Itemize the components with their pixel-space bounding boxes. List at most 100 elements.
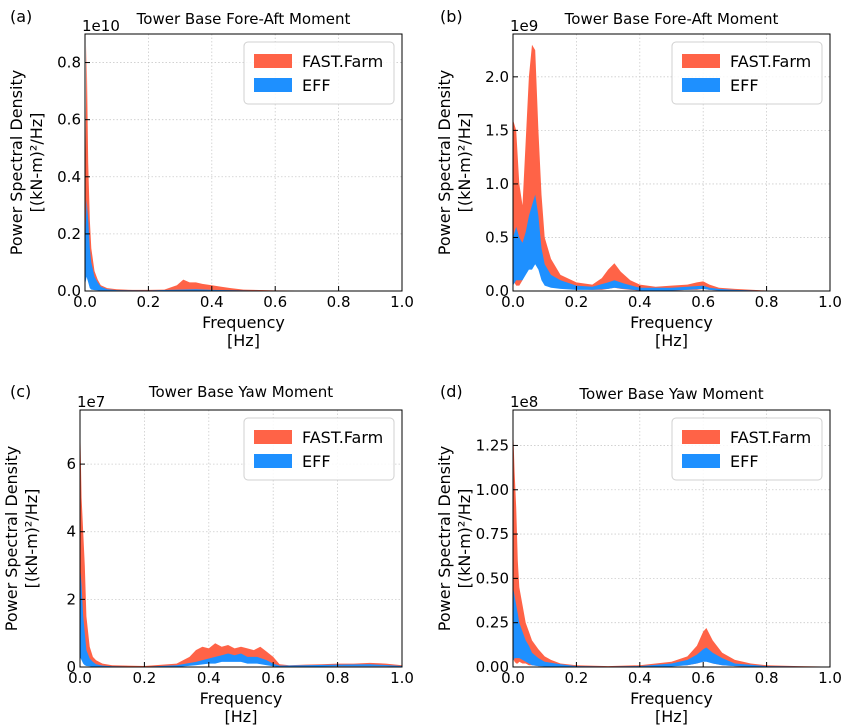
- y-tick-label: 2: [66, 590, 76, 608]
- legend-swatch: [682, 54, 720, 68]
- legend: FAST.Farm EFF: [243, 41, 395, 105]
- x-tick-label: 0.4: [628, 293, 652, 311]
- y-tick-label: 1.00: [476, 481, 509, 499]
- chart-panel-c: 0.0 0.2 0.4 0.6 0.8 1.0 0 2 4 6 1e7 (c) Tower Base Y…: [2, 382, 414, 726]
- legend: FAST.Farm EFF: [671, 41, 823, 105]
- y-tick-label: 0.8: [57, 54, 81, 72]
- chart-title: Tower Base Yaw Moment: [578, 385, 763, 403]
- x-tick-label: 1.0: [818, 669, 842, 687]
- chart-panel-d: 0.0 0.2 0.4 0.6 0.8 1.0 0.00 0.25 0.50 0.75 1.00 1.…: [435, 382, 842, 726]
- chart-title: Tower Base Fore-Aft Moment: [136, 10, 351, 28]
- x-tick-label: 0.2: [564, 293, 588, 311]
- x-axis-label: Frequency: [202, 313, 285, 332]
- panel-label: (d): [440, 382, 463, 401]
- y-tick-label: 0.25: [476, 614, 509, 632]
- y-tick-label: 0.75: [476, 525, 509, 543]
- x-axis-unit-label: [Hz]: [655, 331, 688, 350]
- x-tick-label: 0.2: [132, 669, 156, 687]
- legend-swatch: [254, 54, 292, 68]
- axis-offset-text: 1e10: [82, 17, 120, 35]
- plot-frame: [512, 409, 831, 668]
- x-tick-label: 0.4: [628, 669, 652, 687]
- axis-offset-text: 1e8: [510, 393, 538, 411]
- plot-frame: [79, 409, 403, 668]
- x-tick-label: 0.8: [755, 669, 779, 687]
- chart-panel-a: 0.0 0.2 0.4 0.6 0.8 1.0 0.0 0.2 0.4 0.6 0.8 1e10 (a)…: [7, 7, 414, 350]
- x-tick-label: 0.8: [755, 293, 779, 311]
- legend: FAST.Farm EFF: [243, 417, 395, 481]
- legend-label: FAST.Farm: [302, 428, 383, 447]
- legend-swatch: [682, 430, 720, 444]
- plot-frame: [84, 33, 403, 292]
- x-axis-label: Frequency: [630, 689, 713, 708]
- legend: FAST.Farm EFF: [671, 417, 823, 481]
- series-band-eff: [513, 194, 830, 291]
- x-tick-label: 0.6: [691, 293, 715, 311]
- legend-label: EFF: [302, 452, 331, 471]
- y-tick-label: 0.2: [57, 225, 81, 243]
- y-tick-label: 0.5: [485, 228, 509, 246]
- y-tick-label: 0.00: [476, 658, 509, 676]
- legend-label: EFF: [302, 76, 331, 95]
- y-axis-label: Power Spectral Density: [7, 70, 26, 255]
- y-axis-label: Power Spectral Density: [435, 446, 454, 631]
- y-tick-label: 0.6: [57, 111, 81, 129]
- legend-label: FAST.Farm: [730, 52, 811, 71]
- panel-label: (c): [10, 382, 31, 401]
- x-axis-label: Frequency: [200, 689, 283, 708]
- y-tick-label: 1.0: [485, 175, 509, 193]
- legend-label: FAST.Farm: [302, 52, 383, 71]
- x-axis-unit-label: [Hz]: [225, 707, 258, 726]
- series-band-eff: [513, 587, 830, 667]
- x-tick-label: 0.8: [326, 669, 350, 687]
- x-tick-label: 0.4: [200, 293, 224, 311]
- y-axis-unit-label: [(kN-m)²/Hz]: [22, 489, 41, 589]
- y-tick-label: 0.4: [57, 168, 81, 186]
- chart-panel-b: 0.0 0.2 0.4 0.6 0.8 1.0 0.0 0.5 1.0 1.5 2.0 1e9 (b) T…: [435, 7, 842, 350]
- y-tick-label: 0.0: [57, 282, 81, 300]
- y-tick-label: 2.0: [485, 68, 509, 86]
- chart-title: Tower Base Yaw Moment: [148, 383, 333, 401]
- legend-label: EFF: [730, 452, 759, 471]
- y-axis-unit-label: [(kN-m)²/Hz]: [455, 113, 474, 213]
- x-tick-label: 0.2: [564, 669, 588, 687]
- chart-title: Tower Base Fore-Aft Moment: [564, 10, 779, 28]
- y-tick-label: 1.5: [485, 121, 509, 139]
- y-axis-unit-label: [(kN-m)²/Hz]: [455, 489, 474, 589]
- x-tick-label: 0.0: [501, 669, 525, 687]
- y-tick-label: 0: [66, 658, 76, 676]
- y-tick-label: 6: [66, 455, 76, 473]
- y-tick-label: 0.50: [476, 569, 509, 587]
- x-tick-label: 0.8: [327, 293, 351, 311]
- x-tick-label: 1.0: [390, 293, 414, 311]
- legend-swatch: [254, 454, 292, 468]
- legend-swatch: [682, 78, 720, 92]
- x-axis-unit-label: [Hz]: [655, 707, 688, 726]
- plot-frame: [512, 33, 831, 292]
- x-tick-label: 0.2: [136, 293, 160, 311]
- x-tick-label: 0.0: [501, 293, 525, 311]
- series-band-eff: [85, 199, 402, 291]
- y-tick-label: 0.0: [485, 282, 509, 300]
- legend-label: EFF: [730, 76, 759, 95]
- legend-swatch: [254, 430, 292, 444]
- x-tick-label: 1.0: [390, 669, 414, 687]
- x-tick-label: 0.6: [261, 669, 285, 687]
- x-tick-label: 0.0: [73, 293, 97, 311]
- y-axis-label: Power Spectral Density: [2, 446, 21, 631]
- panel-label: (a): [10, 7, 32, 26]
- x-axis-unit-label: [Hz]: [227, 331, 260, 350]
- legend-swatch: [682, 454, 720, 468]
- x-tick-label: 1.0: [818, 293, 842, 311]
- axis-offset-text: 1e7: [77, 393, 105, 411]
- x-tick-label: 0.6: [263, 293, 287, 311]
- x-axis-label: Frequency: [630, 313, 713, 332]
- x-tick-label: 0.0: [68, 669, 92, 687]
- x-tick-label: 0.6: [691, 669, 715, 687]
- legend-swatch: [254, 78, 292, 92]
- y-axis-label: Power Spectral Density: [435, 70, 454, 255]
- y-tick-label: 1.25: [476, 436, 509, 454]
- legend-label: FAST.Farm: [730, 428, 811, 447]
- y-tick-label: 4: [66, 523, 76, 541]
